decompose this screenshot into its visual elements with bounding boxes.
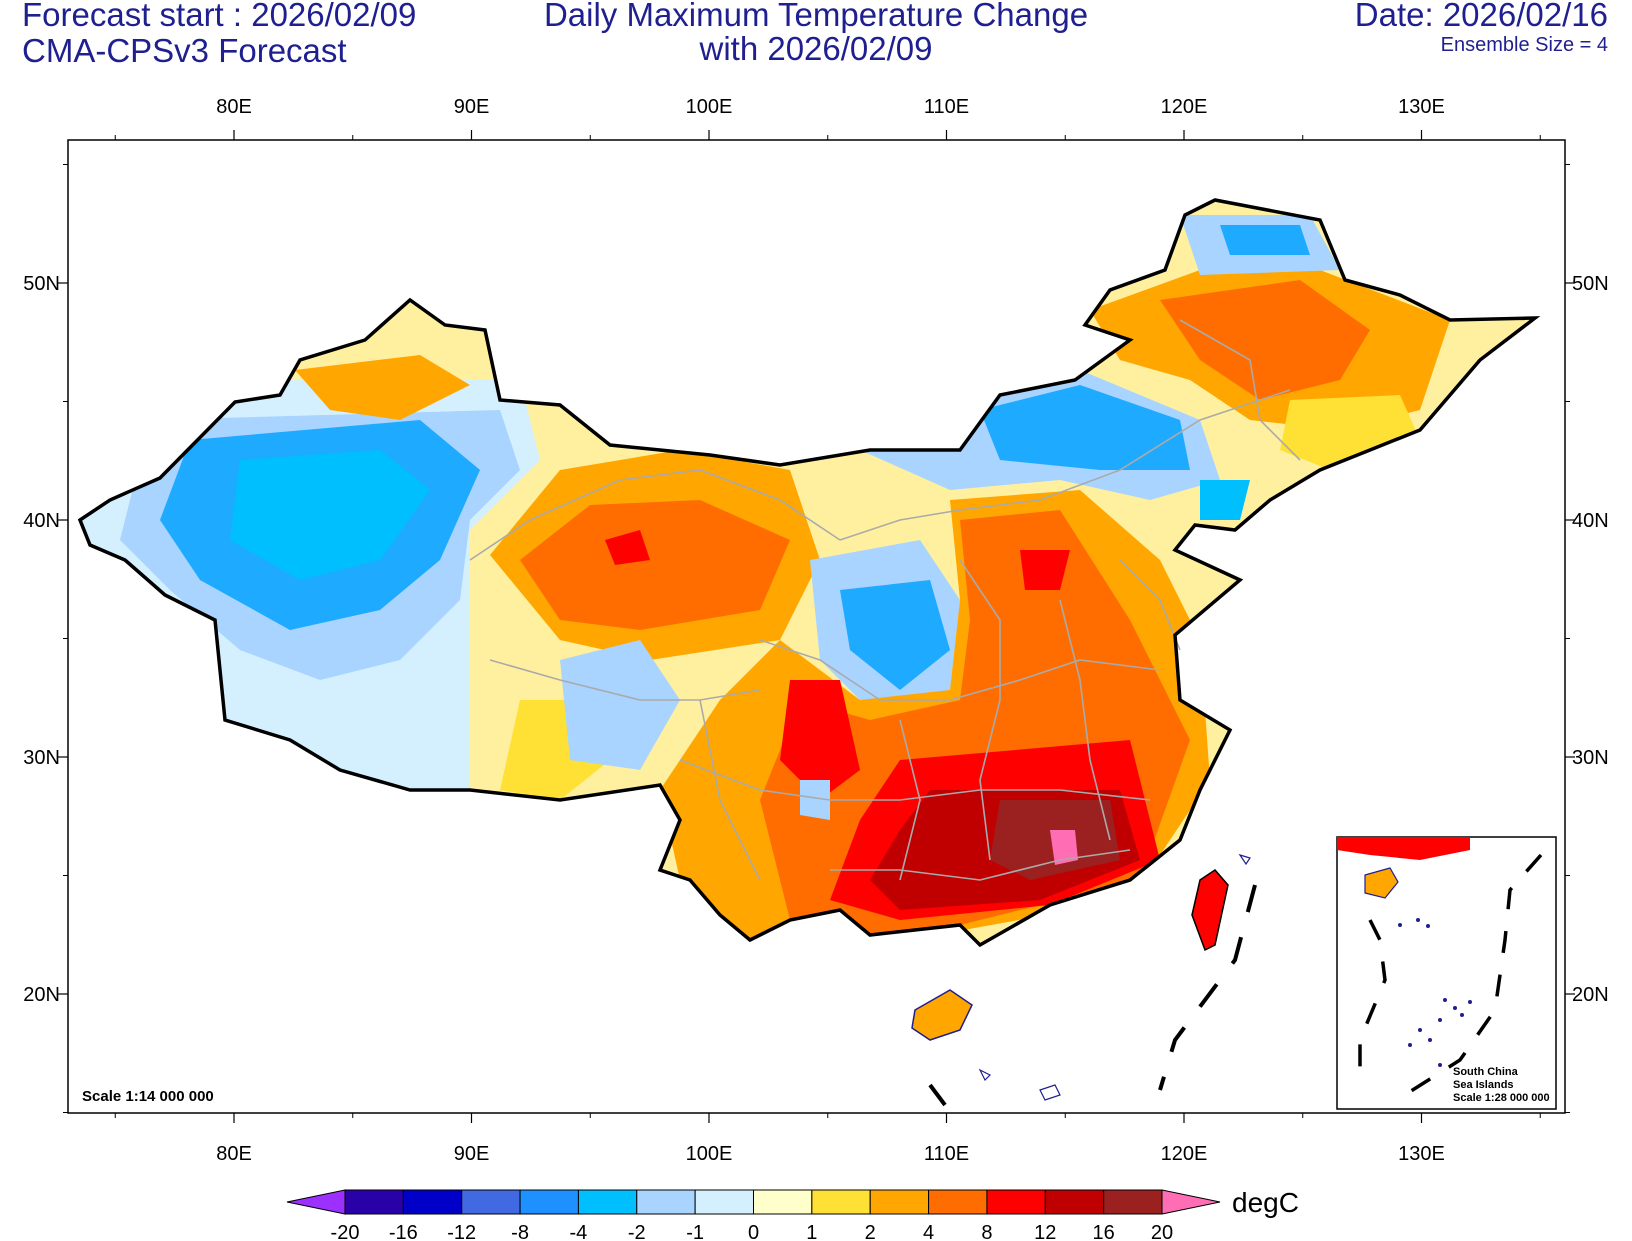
lon-label-bottom: 90E (454, 1143, 490, 1165)
lon-label-bottom: 120E (1161, 1143, 1208, 1165)
lat-label-right: 20N (1572, 984, 1609, 1006)
colorbar-tick-label: 8 (981, 1222, 992, 1241)
colorbar-tick-label: 16 (1093, 1222, 1115, 1241)
map-scale-label: Scale 1:14 000 000 (82, 1088, 214, 1105)
colorbar-unit-label: degC (1232, 1187, 1299, 1218)
colorbar-tick-label: -1 (686, 1222, 704, 1241)
colorbar-bin (694, 1189, 755, 1215)
inset-label-line1: South China (1453, 1066, 1519, 1078)
lat-label-left: 20N (23, 984, 60, 1006)
lat-label-right: 40N (1572, 510, 1609, 532)
colorbar-bin (811, 1189, 871, 1215)
province-boundaries (469, 319, 1301, 881)
lon-label-top: 120E (1161, 96, 1208, 118)
lon-label-top: 110E (924, 96, 969, 118)
lon-label-top: 100E (686, 96, 733, 118)
colorbar-bin (1103, 1189, 1163, 1215)
colorbar-bin (402, 1189, 463, 1215)
colorbar-tick-label: 2 (865, 1222, 876, 1241)
valid-date-label: Date: 2026/02/16 (1354, 0, 1608, 33)
map-axes: 80E 80E 90E 90E 100E 100E 110E 110E 120E 120E 130E… (23, 96, 1608, 1165)
lon-label-bottom: 100E (686, 1143, 733, 1165)
colorbar-bin (461, 1189, 521, 1215)
lon-label-bottom: 110E (924, 1143, 969, 1165)
colorbar-bin (344, 1189, 404, 1215)
colorbar-tick-label: -8 (511, 1222, 529, 1241)
chart-subtitle: with 2026/02/09 (699, 30, 933, 67)
colorbar-tick-label: -12 (447, 1222, 476, 1241)
lat-label-left: 30N (23, 747, 60, 769)
colorbar-tick-label: 12 (1034, 1222, 1056, 1241)
colorbar-low-arrow (286, 1189, 346, 1215)
colorbar-bin (1044, 1189, 1105, 1215)
chart-title: Daily Maximum Temperature Change (543, 0, 1089, 33)
colorbar-tick-label: 20 (1151, 1222, 1173, 1241)
model-label: CMA-CPSv3 Forecast (22, 32, 347, 69)
forecast-start-label: Forecast start : 2026/02/09 (22, 0, 417, 33)
colorbar-tick-label: -4 (570, 1222, 588, 1241)
lon-label-bottom: 80E (216, 1143, 252, 1165)
inset-scale-label: Scale 1:28 000 000 (1453, 1092, 1550, 1104)
lat-label-left: 40N (23, 510, 60, 532)
inset-label-line2: Sea Islands (1453, 1079, 1514, 1091)
colorbar-bin (577, 1189, 638, 1215)
taiwan-island (1191, 869, 1229, 952)
lon-label-top: 80E (216, 96, 252, 118)
colorbar-tick-label: 0 (748, 1222, 759, 1241)
hainan-island (911, 989, 973, 1041)
colorbar-tick-label: -20 (331, 1222, 360, 1241)
colorbar-bin (986, 1189, 1046, 1215)
maritime-boundary (928, 884, 1257, 1107)
colorbar-bin (869, 1189, 930, 1215)
colorbar-tick-label: 4 (923, 1222, 934, 1241)
colorbar-bin (928, 1189, 988, 1215)
lon-label-top: 90E (454, 96, 490, 118)
colorbar-tick-label: -2 (628, 1222, 646, 1241)
lat-label-right: 30N (1572, 747, 1609, 769)
lon-label-bottom: 130E (1398, 1143, 1445, 1165)
colorbar-tick-label: 1 (806, 1222, 817, 1241)
colorbar-tick-label: -16 (389, 1222, 418, 1241)
lon-label-top: 130E (1398, 96, 1445, 118)
inset-map: South China Sea Islands Scale 1:28 000 0… (1336, 836, 1557, 1110)
lat-label-right: 50N (1572, 273, 1609, 295)
lat-label-left: 50N (23, 273, 60, 295)
colorbar-bin (636, 1189, 696, 1215)
ensemble-size-label: Ensemble Size = 4 (1440, 34, 1608, 56)
scs-islands (978, 853, 1251, 1101)
colorbar-bin (753, 1189, 813, 1215)
colorbar-high-arrow (1161, 1189, 1221, 1215)
colorbar-bin (519, 1189, 579, 1215)
